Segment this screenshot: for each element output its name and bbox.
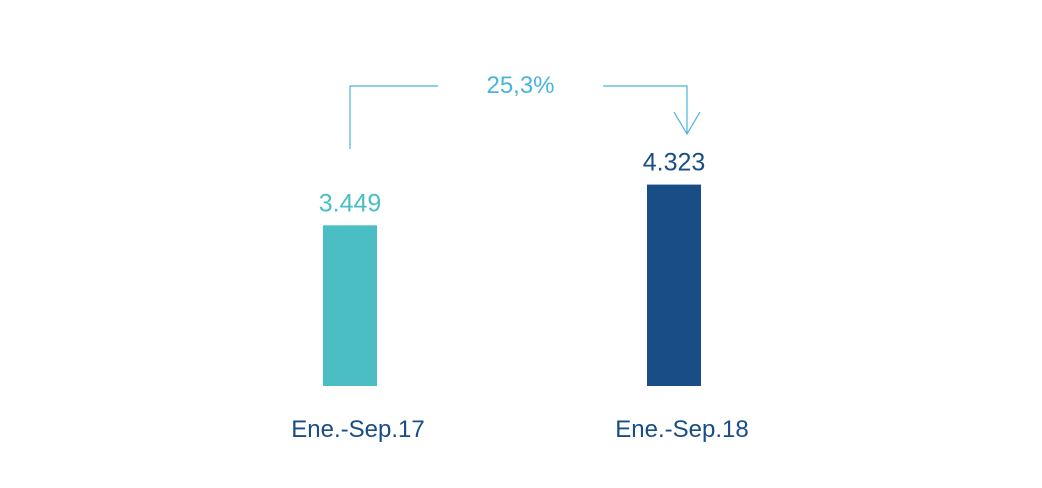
growth-annotation: 25,3% [349, 72, 701, 149]
bar-1 [323, 225, 377, 386]
category-labels-layer: Ene.-Sep.17 Ene.-Sep.18 [291, 416, 748, 443]
bar-value-label-2: 4.323 [643, 149, 706, 177]
growth-bracket-line [349, 85, 688, 149]
bars-layer [323, 184, 701, 386]
category-label-2: Ene.-Sep.18 [615, 416, 748, 443]
growth-arrow-icon [673, 111, 701, 136]
category-label-1: Ene.-Sep.17 [291, 416, 424, 443]
value-labels-layer: 3.449 4.323 [319, 149, 706, 218]
bar-2 [647, 184, 701, 386]
bar-value-label-1: 3.449 [319, 189, 382, 217]
growth-percentage-label: 25,3% [486, 72, 554, 99]
